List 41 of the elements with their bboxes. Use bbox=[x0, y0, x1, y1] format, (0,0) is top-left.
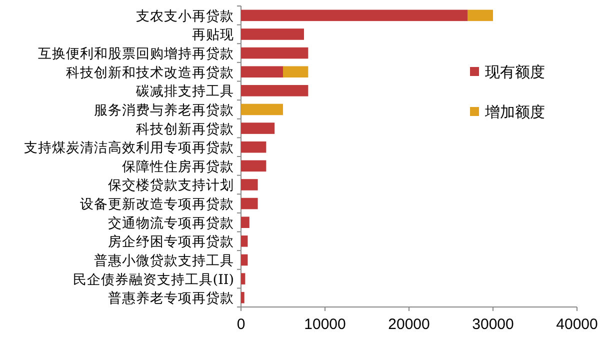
legend-label: 现有额度 bbox=[485, 63, 545, 81]
y-tick-label: 再贴现 bbox=[192, 27, 234, 44]
bar bbox=[241, 179, 258, 190]
y-tick-label: 民企债券融资支持工具(II) bbox=[72, 272, 234, 288]
bar bbox=[241, 104, 283, 116]
x-tick-label: 40000 bbox=[556, 316, 598, 333]
y-tick-label: 保障性住房再贷款 bbox=[122, 158, 234, 175]
y-tick-label: 互换便利和股票回购增持再贷款 bbox=[38, 46, 234, 62]
bar bbox=[283, 66, 308, 78]
y-tick-label: 房企纾困专项再贷款 bbox=[108, 234, 234, 250]
bar bbox=[241, 141, 266, 153]
bar bbox=[241, 47, 308, 59]
y-tick-label: 保交楼贷款支持计划 bbox=[108, 178, 234, 194]
bar bbox=[468, 10, 493, 22]
x-tick-label: 30000 bbox=[472, 316, 514, 333]
bar bbox=[241, 66, 283, 78]
x-tick-label: 10000 bbox=[304, 316, 346, 333]
bar bbox=[241, 10, 468, 22]
x-tick-label: 20000 bbox=[388, 316, 430, 333]
x-tick-label: 0 bbox=[236, 316, 246, 333]
bar bbox=[241, 273, 246, 284]
bar bbox=[241, 216, 250, 228]
bar bbox=[241, 236, 248, 247]
bar bbox=[241, 292, 244, 304]
bar bbox=[241, 122, 275, 134]
y-tick-label: 服务消费与养老再贷款 bbox=[94, 102, 234, 118]
y-tick-label: 支农支小再贷款 bbox=[136, 8, 234, 24]
bar bbox=[241, 198, 258, 210]
bar bbox=[241, 160, 266, 172]
bar bbox=[241, 28, 304, 40]
y-tick-label: 普惠养老专项再贷款 bbox=[108, 290, 234, 307]
y-tick-label: 支持煤炭清洁高效利用专项再贷款 bbox=[24, 140, 234, 156]
y-tick-label: 设备更新改造专项再贷款 bbox=[80, 196, 234, 213]
y-tick-label: 科技创新再贷款 bbox=[136, 121, 234, 138]
legend-label: 增加额度 bbox=[484, 103, 545, 121]
y-tick-label: 普惠小微贷款支持工具 bbox=[94, 252, 234, 269]
bar bbox=[241, 85, 308, 96]
y-tick-label: 碳减排支持工具 bbox=[135, 84, 234, 100]
y-tick-label: 科技创新和技术改造再贷款 bbox=[66, 64, 234, 81]
y-tick-label: 交通物流专项再贷款 bbox=[108, 215, 234, 232]
bar bbox=[241, 254, 248, 266]
